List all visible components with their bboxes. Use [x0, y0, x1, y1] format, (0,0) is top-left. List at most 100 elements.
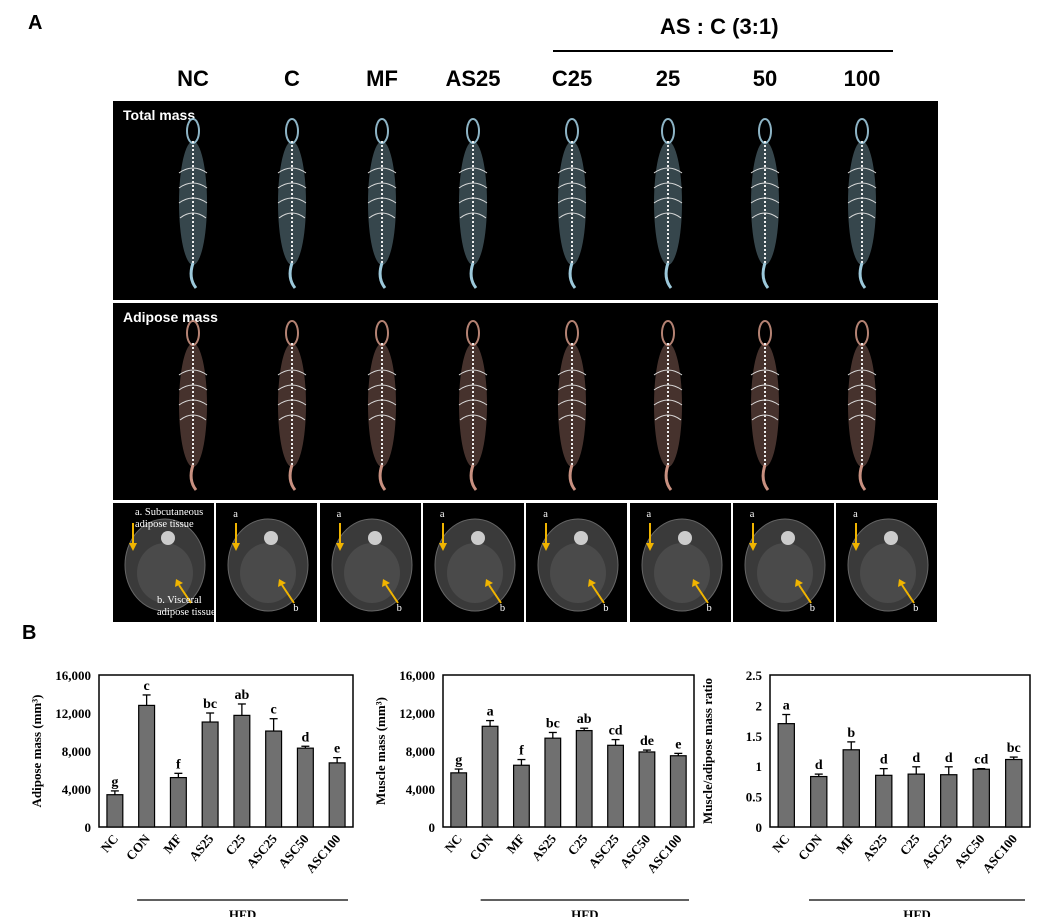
arrow-icon [542, 523, 551, 551]
arrow-icon [794, 579, 812, 604]
marker-a: a [336, 509, 342, 520]
bar [328, 762, 346, 828]
marker-a: a [853, 509, 858, 520]
plot-frame [442, 674, 695, 828]
marker-b: b [913, 603, 919, 614]
significance-label: ab [577, 712, 592, 727]
column-label: C [284, 66, 300, 91]
mouse-ct-render [277, 320, 307, 491]
bar [450, 772, 468, 828]
mouse-ct-render [750, 320, 780, 491]
group-header: AS : C (3:1) [660, 14, 779, 39]
mouse-ct-render [458, 320, 488, 491]
bar [481, 725, 499, 828]
x-tick-label: CON [466, 831, 496, 863]
significance-label: a [487, 705, 494, 720]
mouse-ct-render [847, 118, 877, 289]
x-tick-label: ASC50 [951, 831, 988, 871]
x-tick-label: ASC100 [979, 831, 1020, 876]
bar [512, 764, 530, 828]
mouse-ct-render [750, 118, 780, 289]
significance-label: g [111, 775, 118, 790]
bar [138, 704, 156, 828]
significance-label: f [519, 744, 524, 759]
x-tick-label: NC [98, 831, 122, 855]
ct-slice-strip: a. Subcutaneous adipose tissue b. Viscera… [113, 503, 938, 623]
y-axis-label: Adipose mass (mm³) [29, 695, 44, 808]
arrow-icon [898, 579, 915, 604]
y-tick-label: 4,000 [62, 782, 91, 797]
bar [233, 714, 251, 828]
significance-label: d [301, 730, 309, 745]
total-mass-title: Total mass [123, 107, 196, 123]
arrow-icon [748, 523, 757, 551]
adipose-mass-panel: Adipose mass [113, 303, 938, 500]
arrow-icon [484, 579, 502, 604]
bar [638, 751, 656, 828]
group-label: HFD [903, 907, 930, 917]
x-tick-label: AS25 [186, 831, 217, 864]
column-label: AS25 [445, 66, 501, 91]
mouse-ct-render [458, 118, 488, 289]
x-tick-label: CON [795, 831, 825, 863]
y-tick-label: 4,000 [406, 782, 435, 797]
marker-a: a [646, 509, 652, 520]
significance-label: f [176, 757, 181, 772]
bar [875, 774, 893, 828]
y-tick-label: 0.5 [746, 790, 763, 805]
y-tick-label: 16,000 [399, 668, 435, 683]
visceral-label: b. Visceral adipose tissue [157, 595, 214, 618]
marker-b: b [499, 603, 506, 614]
bar [907, 773, 925, 828]
group-label: HFD [229, 907, 256, 917]
mouse-ct-render [367, 118, 397, 289]
x-tick-label: ASC25 [243, 831, 280, 871]
y-tick-label: 0 [85, 820, 92, 835]
x-tick-label: NC [769, 831, 793, 855]
ct-slice: a. Subcutaneous adipose tissue b. Viscera… [113, 503, 214, 622]
significance-label: g [455, 753, 462, 768]
y-tick-label: 8,000 [62, 744, 91, 759]
bar [296, 747, 314, 828]
arrow-icon [129, 523, 137, 551]
bar [842, 749, 860, 828]
x-tick-label: ASC100 [644, 831, 685, 876]
total-mass-panel: Total mass [113, 101, 938, 300]
mouse-ct-render [178, 320, 208, 491]
y-tick-label: 12,000 [55, 706, 91, 721]
x-tick-label: ASC25 [918, 831, 955, 871]
plot-frame [98, 674, 354, 828]
marker-a: a [233, 509, 238, 520]
significance-label: d [912, 751, 920, 766]
marker-b: b [293, 603, 299, 614]
arrow-icon [588, 579, 606, 604]
significance-label: d [880, 753, 888, 768]
column-label: C25 [551, 66, 593, 91]
bar [607, 744, 625, 828]
significance-label: de [640, 734, 654, 749]
bar [575, 729, 593, 828]
x-tick-label: ASC25 [585, 831, 622, 871]
subcutaneous-label: a. Subcutaneous adipose tissue [135, 507, 204, 530]
significance-label: a [783, 699, 790, 714]
significance-label: ab [234, 688, 249, 703]
y-tick-label: 1.5 [746, 729, 763, 744]
x-tick-label: NC [441, 831, 465, 855]
bar [972, 768, 990, 828]
significance-label: e [334, 742, 340, 757]
mouse-ct-render [178, 118, 208, 289]
x-tick-label: AS25 [529, 831, 560, 864]
x-tick-label: C25 [565, 831, 591, 858]
mouse-ct-render [277, 118, 307, 289]
group-header-line [553, 50, 893, 52]
arrow-icon [438, 523, 447, 551]
bar [810, 775, 828, 828]
column-label: 100 [843, 66, 881, 91]
arrow-icon [645, 523, 654, 551]
x-tick-label: C25 [222, 831, 248, 858]
